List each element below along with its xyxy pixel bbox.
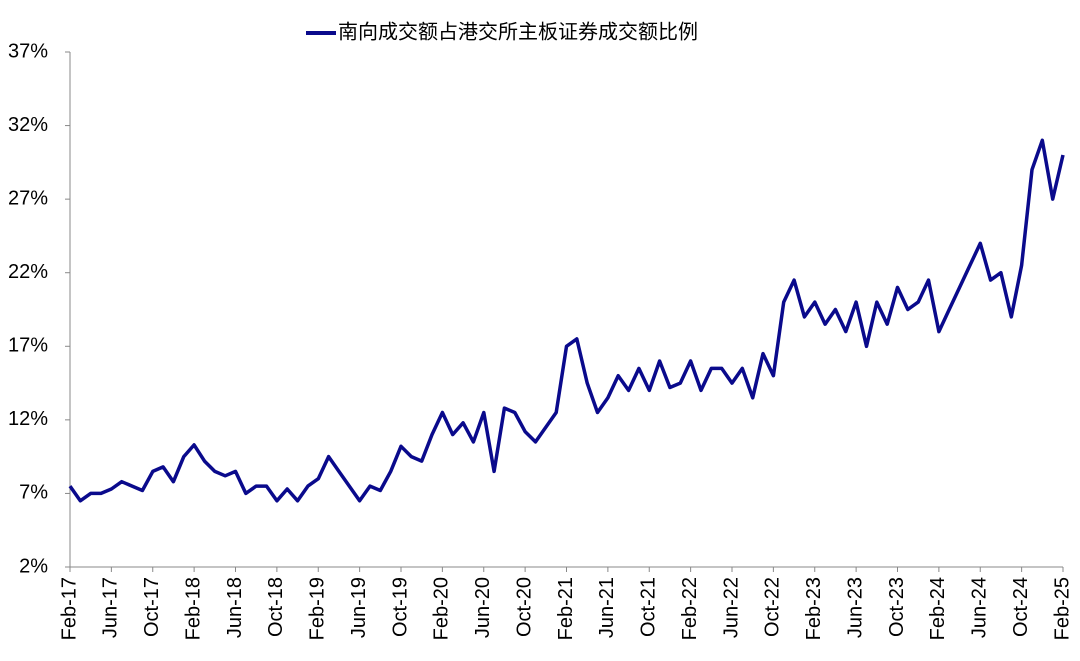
x-tick-label: Feb-17 xyxy=(58,577,80,640)
x-tick-label: Oct-17 xyxy=(141,577,163,637)
x-tick-label: Jun-24 xyxy=(969,577,991,638)
y-tick-label: 22% xyxy=(8,261,48,283)
y-tick-label: 17% xyxy=(8,335,48,357)
y-tick-label: 37% xyxy=(8,40,48,62)
y-tick-label: 12% xyxy=(8,408,48,430)
x-tick-label: Jun-19 xyxy=(348,577,370,638)
x-tick-label: Feb-25 xyxy=(1051,577,1073,640)
x-tick-label: Oct-20 xyxy=(513,577,535,637)
x-tick-label: Feb-18 xyxy=(182,577,204,640)
x-tick-label: Jun-22 xyxy=(720,577,742,638)
x-tick-label: Feb-19 xyxy=(307,577,329,640)
x-tick-label: Jun-23 xyxy=(844,577,866,638)
x-tick-label: Oct-18 xyxy=(265,577,287,637)
y-tick-label: 32% xyxy=(8,114,48,136)
x-tick-label: Oct-23 xyxy=(886,577,908,637)
y-tick-label: 2% xyxy=(19,555,48,577)
x-tick-label: Jun-18 xyxy=(224,577,246,638)
x-tick-label: Jun-20 xyxy=(472,577,494,638)
x-tick-label: Jun-17 xyxy=(100,577,122,638)
x-tick-label: Oct-22 xyxy=(762,577,784,637)
x-tick-label: Oct-21 xyxy=(638,577,660,637)
x-tick-label: Feb-20 xyxy=(431,577,453,640)
x-tick-label: Oct-24 xyxy=(1010,577,1032,637)
data-line xyxy=(68,138,1065,503)
legend-label: 南向成交额占港交所主板证券成交额比例 xyxy=(338,20,698,43)
y-tick-label: 27% xyxy=(8,187,48,209)
x-tick-label: Feb-23 xyxy=(803,577,825,640)
x-tick-label: Oct-19 xyxy=(389,577,411,637)
y-tick-label: 7% xyxy=(19,482,48,504)
x-tick-label: Jun-21 xyxy=(596,577,618,638)
x-tick-label: Feb-21 xyxy=(555,577,577,640)
x-tick-label: Feb-24 xyxy=(927,577,949,640)
x-tick-label: Feb-22 xyxy=(679,577,701,640)
